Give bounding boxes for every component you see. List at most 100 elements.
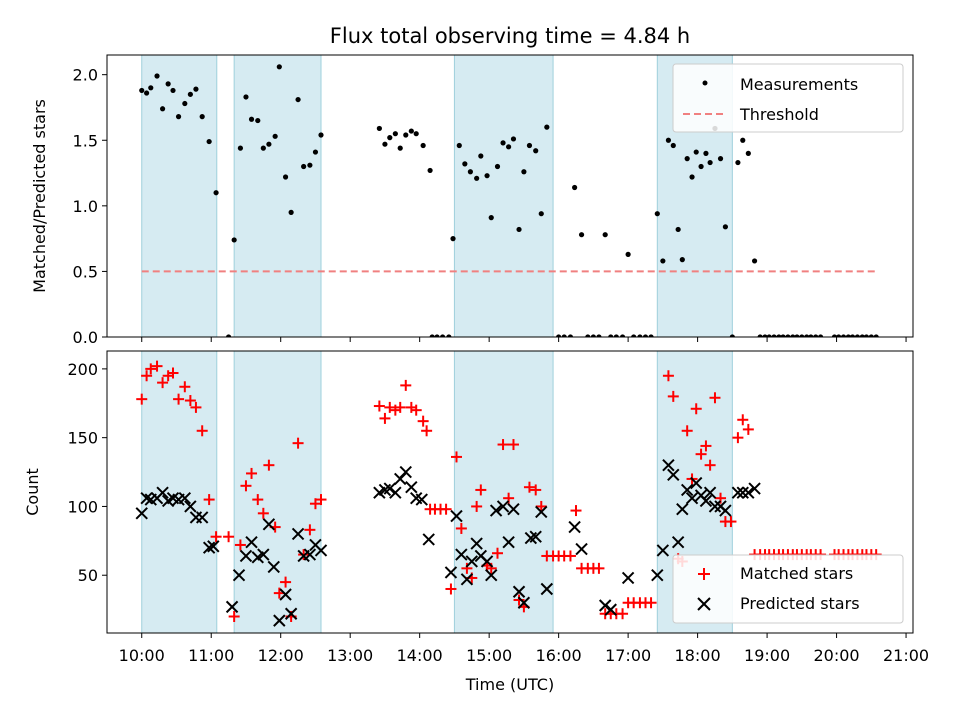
top-y-tick-label-0: 0.0 [73,328,98,347]
predicted-star-point-49 [489,504,503,517]
predicted-star-stroke-b [195,511,209,524]
measurement-point-102 [766,334,772,337]
matched-star-point-1 [141,370,153,382]
predicted-star-stroke-b [232,569,246,582]
predicted-star-stroke-b [262,518,276,531]
predicted-star-stroke-b [166,491,180,505]
bottom-y-axis: 50 100 150 200 [67,360,107,585]
measurement-point-97 [740,137,746,143]
predicted-star-stroke-b [502,536,515,549]
measurement-point-110 [804,334,810,337]
measurement-point-73 [613,334,619,337]
predicted-star-point-80 [736,486,749,499]
measurement-point-58 [521,169,527,175]
matched-star-point-62 [535,500,547,512]
measurement-point-59 [526,142,533,149]
measurement-point-93 [717,156,724,162]
matched-star-point-21 [263,459,275,471]
measurement-point-28 [307,162,313,168]
measurement-point-56 [510,136,517,142]
measurement-point-104 [776,334,782,337]
measurement-point-85 [679,257,685,263]
predicted-star-stroke-b [529,530,542,543]
measurement-point-2 [148,85,154,91]
measurement-point-91 [707,159,713,166]
predicted-star-point-51 [502,536,515,549]
measurement-point-34 [392,131,398,137]
predicted-star-stroke-b [535,505,548,519]
predicted-star-point-22 [273,614,286,627]
bottom-shaded-span-1 [233,350,322,634]
predicted-star-stroke-b [140,491,153,505]
measurement-point-89 [698,163,704,170]
matched-star-point-92 [709,392,721,404]
predicted-star-point-79 [731,486,745,499]
measurement-point-67 [578,232,585,238]
measurement-point-78 [642,334,649,337]
predicted-star-point-32 [383,482,397,495]
predicted-star-point-62 [604,603,617,616]
predicted-star-stroke-b [656,544,670,557]
bottom-x-tick-label-2: 12:00 [258,646,304,665]
predicted-star-point-70 [680,483,694,497]
matched-star-point-34 [389,404,401,416]
predicted-star-point-1 [140,491,153,505]
measurement-point-119 [854,334,861,337]
top-x-ticks [141,337,907,342]
measurement-point-71 [602,232,608,238]
predicted-star-stroke-b [409,491,423,505]
predicted-star-stroke-b [257,548,270,561]
matched-star-point-7 [173,393,185,405]
predicted-star-stroke-b [496,500,510,513]
predicted-star-point-38 [415,493,428,506]
measurement-point-40 [427,167,433,174]
measurement-point-48 [467,169,473,175]
matched-star-point-13 [210,531,222,543]
measurement-point-15 [231,237,237,243]
measurement-point-5 [165,81,171,87]
predicted-star-stroke-b [239,549,253,563]
matched-star-point-28 [304,524,316,536]
matched-star-point-40 [421,425,433,437]
predicted-star-point-17 [245,536,258,549]
matched-star-point-96 [732,432,744,444]
measurement-point-75 [625,251,631,257]
predicted-star-stroke-b [156,486,169,499]
top-legend: Measurements Threshold [672,63,904,133]
measurement-point-26 [295,96,301,103]
legend-predicted-label: Predicted stars [740,594,860,613]
predicted-star-point-21 [267,560,280,574]
matched-star-point-15 [228,610,240,622]
predicted-star-point-82 [748,482,761,495]
matched-star-point-18 [246,467,258,479]
predicted-star-point-65 [656,544,670,557]
measurement-point-64 [561,334,567,337]
matched-star-point-35 [394,401,406,413]
measurement-point-31 [376,125,382,132]
predicted-star-stroke-b [651,569,664,582]
measurement-point-106 [785,334,791,337]
measurement-point-57 [516,226,522,233]
predicted-star-point-44 [465,555,478,568]
measurement-point-96 [735,159,741,166]
measurement-point-76 [631,334,637,337]
predicted-star-point-40 [444,566,458,579]
measurement-point-12 [206,138,212,145]
measurement-point-77 [637,334,643,337]
predicted-star-stroke-b [399,465,412,479]
measurement-point-115 [836,334,842,337]
measurement-point-117 [845,334,851,337]
matched-star-point-6 [167,367,179,379]
predicted-star-stroke-b [676,502,689,516]
top-panel: 0.00.51.01.52.0 Matched/Predicted stars … [30,54,914,347]
measurement-point-32 [382,141,388,147]
measurement-point-19 [255,117,261,124]
matched-star-point-50 [471,500,483,512]
measurement-point-4 [159,106,166,112]
matched-star-point-82 [662,370,674,382]
bottom-shaded-span-0 [141,350,218,634]
matched-star-point-67 [564,550,576,562]
predicted-star-stroke-b [383,482,397,495]
measurement-point-1 [144,90,150,96]
measurement-point-20 [260,145,266,151]
